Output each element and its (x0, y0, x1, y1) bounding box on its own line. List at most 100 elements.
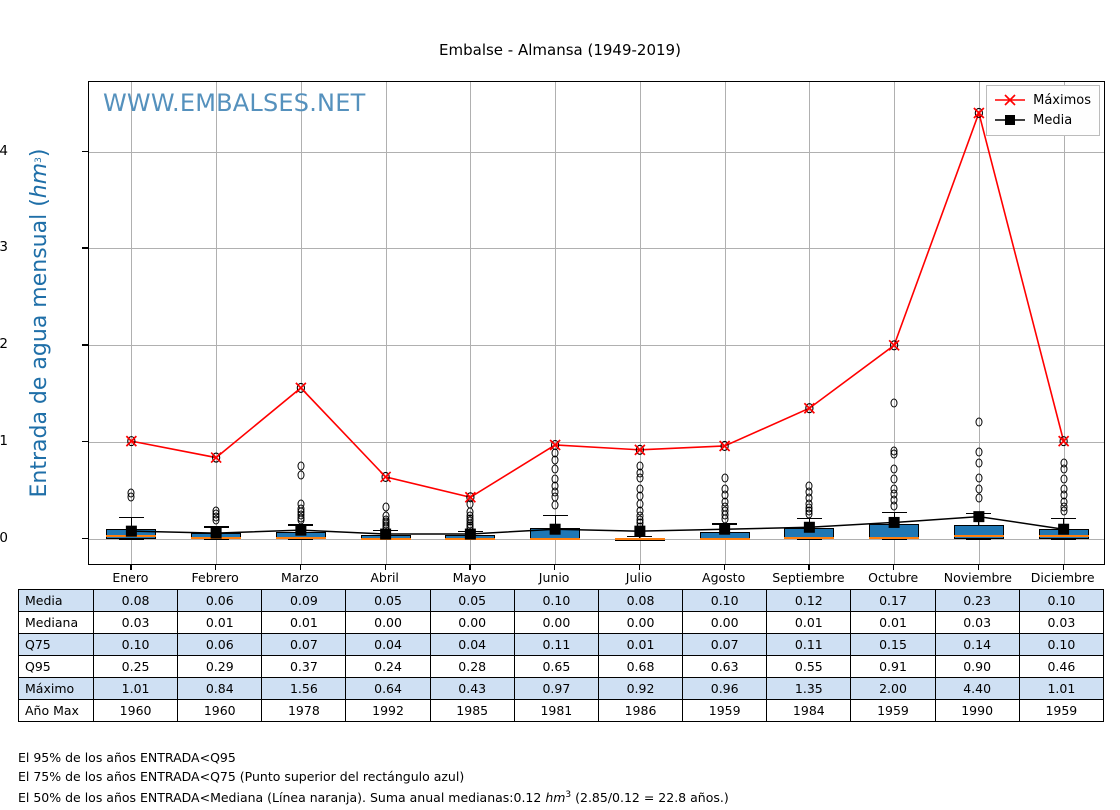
median-line (869, 536, 920, 539)
outlier-point (1060, 484, 1068, 494)
gridline-vertical (1063, 82, 1065, 564)
mean-marker (295, 524, 307, 536)
watermark: WWW.EMBALSES.NET (103, 89, 366, 117)
whisker-cap-upper (1051, 517, 1077, 519)
table-cell: 1.56 (261, 677, 347, 700)
x-tick-mark (977, 565, 980, 570)
mean-marker (549, 523, 561, 535)
table-row-label: Media (18, 589, 94, 612)
table-cell: 0.37 (261, 655, 347, 678)
table-cell: 0.68 (597, 655, 684, 678)
whisker-upper (1063, 517, 1065, 530)
y-tick-mark (82, 441, 88, 443)
table-cell: 0.01 (850, 611, 936, 634)
mean-marker (634, 525, 646, 537)
table-cell: 0.00 (682, 611, 768, 634)
table-cell: 0.24 (345, 655, 431, 678)
outlier-point (721, 473, 729, 483)
footnote-q95: El 95% de los años ENTRADA<Q95 (18, 750, 236, 765)
whisker-cap-lower (203, 538, 229, 541)
gridline-horizontal (89, 345, 1104, 347)
x-tick-label-septiembre: Septiembre (772, 570, 845, 585)
mean-marker (210, 527, 222, 539)
mean-marker (973, 511, 985, 523)
table-cell: 0.64 (345, 677, 431, 700)
outlier-point (382, 511, 390, 521)
table-cell: 1992 (345, 699, 431, 722)
table-cell: 0.25 (92, 655, 179, 678)
table-cell: 1990 (934, 699, 1020, 722)
table-row: Mediana 0.03 0.01 0.01 0.00 0.00 0.00 0.00 0.00 0… (18, 611, 1105, 634)
legend-item: Máximos (993, 90, 1091, 110)
x-tick-label-enero: Enero (112, 570, 149, 585)
table-cell: 1959 (682, 699, 768, 722)
x-tick-label-febrero: Febrero (191, 570, 239, 585)
whisker-cap-upper (796, 517, 822, 519)
max-marker (1058, 435, 1070, 447)
mean-marker (125, 525, 137, 537)
outlier-point (975, 493, 983, 503)
gridline-horizontal (89, 538, 1104, 540)
max-marker (973, 107, 985, 119)
outlier-point (721, 484, 729, 494)
table-cell: 0.90 (934, 655, 1020, 678)
mean-marker (719, 523, 731, 535)
table-cell: 1986 (597, 699, 684, 722)
median-line (530, 537, 581, 540)
legend-label: Máximos (1033, 92, 1091, 108)
table-cell: 0.00 (597, 611, 684, 634)
table-cell: 0.10 (682, 589, 768, 612)
outlier-point (890, 484, 898, 494)
outlier-point (551, 464, 559, 474)
table-cell: 0.10 (92, 633, 179, 656)
whisker-upper (130, 516, 132, 530)
y-axis-exponent: 3 (34, 157, 44, 163)
outlier-point (975, 417, 983, 427)
whisker-cap-upper (118, 516, 144, 518)
table-cell: 0.10 (1018, 589, 1105, 612)
table-cell: 0.10 (513, 589, 599, 612)
outlier-point (297, 461, 305, 471)
x-tick-label-mayo: Mayo (452, 570, 487, 585)
table-cell: 0.10 (1018, 633, 1105, 656)
y-tick-mark (82, 150, 88, 152)
max-marker (549, 439, 561, 451)
table-cell: 0.05 (429, 589, 515, 612)
outlier-point (297, 499, 305, 509)
table-cell: 0.01 (597, 633, 684, 656)
table-cell: 0.00 (513, 611, 599, 634)
x-tick-mark (808, 565, 810, 570)
median-line (275, 536, 326, 539)
outlier-point (1060, 458, 1068, 468)
table-row-label: Q95 (18, 655, 94, 678)
max-marker (380, 471, 392, 483)
table-cell: 0.28 (429, 655, 515, 678)
gridline-vertical (216, 82, 218, 564)
x-tick-mark (638, 565, 641, 570)
y-tick-mark (82, 247, 88, 249)
y-tick-label: 0 (0, 529, 8, 546)
mean-marker (803, 521, 815, 533)
x-tick-mark (215, 565, 217, 570)
footnotes: El 95% de los años ENTRADA<Q95 El 75% de… (18, 748, 729, 807)
table-cell: 0.09 (261, 589, 347, 612)
table-cell: 1959 (850, 699, 936, 722)
gridline-vertical (385, 82, 387, 564)
table-cell: 0.01 (766, 611, 852, 634)
gridline-vertical (470, 82, 472, 564)
gridline-vertical (639, 82, 641, 564)
gridline-vertical (894, 82, 896, 564)
table-cell: 0.46 (1018, 655, 1105, 678)
gridline-vertical (978, 82, 980, 564)
table-body: Media 0.08 0.06 0.09 0.05 0.05 0.10 0.08 0.10 0.1… (18, 589, 1105, 722)
table-cell: 0.03 (934, 611, 1020, 634)
series-line (131, 110, 1065, 499)
max-marker (803, 402, 815, 414)
x-tick-label-abril: Abril (370, 570, 399, 585)
table-cell: 1984 (766, 699, 852, 722)
whisker-cap-lower (796, 538, 822, 541)
table-cell: 0.11 (766, 633, 852, 656)
y-tick-label: 3 (0, 239, 8, 256)
median-line (1038, 534, 1089, 537)
